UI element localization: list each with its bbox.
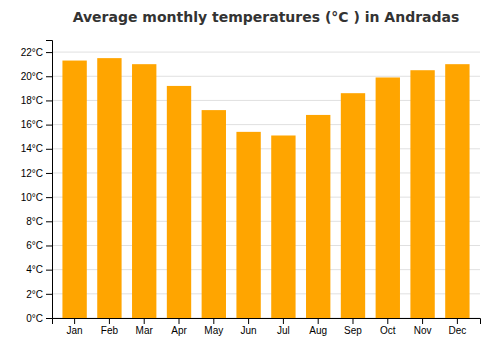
- bar: [410, 70, 434, 318]
- x-tick: Feb: [101, 318, 119, 336]
- y-tick: 22°C: [21, 47, 52, 58]
- x-tick-label: Oct: [380, 325, 396, 336]
- x-tick: Nov: [414, 318, 432, 336]
- x-tick-label: Jan: [67, 325, 83, 336]
- bar: [236, 132, 260, 318]
- x-tick-mark: [457, 318, 458, 324]
- y-tick-label: 2°C: [26, 289, 43, 300]
- x-axis: Jan Feb Mar Apr May Jun Jul Aug Sep Oct Nov Dec: [53, 318, 481, 336]
- bar: [376, 77, 400, 318]
- y-tick-mark: [46, 318, 52, 319]
- bar: [132, 64, 156, 318]
- bar: [341, 93, 365, 318]
- x-tick-label: Mar: [136, 325, 154, 336]
- y-tick-label: 12°C: [21, 168, 43, 179]
- y-tick-label: 0°C: [26, 313, 43, 324]
- x-tick: Oct: [380, 318, 396, 336]
- y-tick: 10°C: [21, 192, 52, 203]
- x-tick-mark: [422, 318, 423, 324]
- x-tick-mark: [318, 318, 319, 324]
- y-axis: 0°C 2°C 4°C 6°C 8°C 10°C 12°C 14°C 16°C 18°C 20°C 2…: [21, 41, 53, 324]
- y-tick: 14°C: [21, 143, 52, 154]
- y-tick-label: 14°C: [21, 143, 43, 154]
- y-tick-label: 10°C: [21, 192, 43, 203]
- x-tick-label: Jul: [277, 325, 290, 336]
- plot: 0°C 2°C 4°C 6°C 8°C 10°C 12°C 14°C 16°C 18°C 20°C 2…: [21, 41, 481, 337]
- y-tick: 0°C: [26, 313, 52, 324]
- x-tick: Dec: [448, 318, 466, 336]
- x-tick-mark: [213, 318, 214, 324]
- x-tick: Sep: [344, 318, 362, 336]
- y-tick-mark: [46, 173, 52, 174]
- y-tick: 18°C: [21, 95, 52, 106]
- grid: [52, 52, 480, 318]
- y-tick-mark: [46, 294, 52, 295]
- y-tick-mark: [46, 125, 52, 126]
- y-tick: 2°C: [26, 289, 52, 300]
- x-tick-mark: [179, 318, 180, 324]
- y-tick-label: 4°C: [26, 264, 43, 275]
- grid-line: [52, 52, 480, 53]
- y-tick: 4°C: [26, 264, 52, 275]
- y-tick-mark: [46, 76, 52, 77]
- y-tick-mark: [46, 52, 52, 53]
- y-tick: 12°C: [21, 168, 52, 179]
- y-tick-mark: [46, 197, 52, 198]
- x-tick-label: Dec: [448, 325, 466, 336]
- x-tick: Jan: [67, 318, 83, 336]
- x-tick: Jun: [241, 318, 257, 336]
- x-tick: May: [204, 318, 223, 336]
- y-tick-label: 16°C: [21, 119, 43, 130]
- bars: [62, 58, 469, 318]
- y-tick: 6°C: [26, 240, 52, 251]
- y-tick-label: 22°C: [21, 47, 43, 58]
- y-tick-mark: [46, 149, 52, 150]
- x-tick-label: Sep: [344, 325, 362, 336]
- bar: [306, 115, 330, 318]
- y-tick-label: 18°C: [21, 95, 43, 106]
- x-tick-label: Aug: [309, 325, 327, 336]
- bar: [271, 135, 295, 318]
- x-tick-mark: [144, 318, 145, 324]
- x-tick-mark: [352, 318, 353, 324]
- x-tick-mark: [74, 318, 75, 324]
- x-tick-mark: [283, 318, 284, 324]
- bar: [167, 86, 191, 318]
- bar: [202, 110, 226, 318]
- x-axis-line: [53, 319, 481, 325]
- y-tick-label: 20°C: [21, 71, 43, 82]
- bar: [97, 58, 121, 318]
- chart: 0°C 2°C 4°C 6°C 8°C 10°C 12°C 14°C 16°C 18°C 20°C 2…: [0, 0, 500, 350]
- x-tick: Jul: [277, 318, 290, 336]
- x-tick-label: Jun: [241, 325, 257, 336]
- bar: [445, 64, 469, 318]
- x-tick: Aug: [309, 318, 327, 336]
- y-tick-label: 6°C: [26, 240, 43, 251]
- y-tick: 16°C: [21, 119, 52, 130]
- x-tick: Mar: [136, 318, 154, 336]
- x-tick-label: Apr: [171, 325, 187, 336]
- x-tick-label: Feb: [101, 325, 119, 336]
- y-tick-mark: [46, 245, 52, 246]
- x-tick-mark: [387, 318, 388, 324]
- y-axis-line: [46, 41, 53, 319]
- y-tick: 8°C: [26, 216, 52, 227]
- y-tick: 20°C: [21, 71, 52, 82]
- x-tick: Apr: [171, 318, 187, 336]
- x-tick-label: Nov: [414, 325, 432, 336]
- y-tick-mark: [46, 100, 52, 101]
- title: Average monthly temperatures (°C ) in An…: [73, 9, 460, 25]
- bar: [62, 61, 86, 318]
- y-tick-mark: [46, 270, 52, 271]
- x-tick-mark: [109, 318, 110, 324]
- x-tick-label: May: [204, 325, 223, 336]
- y-tick-label: 8°C: [26, 216, 43, 227]
- y-tick-mark: [46, 221, 52, 222]
- x-tick-mark: [248, 318, 249, 324]
